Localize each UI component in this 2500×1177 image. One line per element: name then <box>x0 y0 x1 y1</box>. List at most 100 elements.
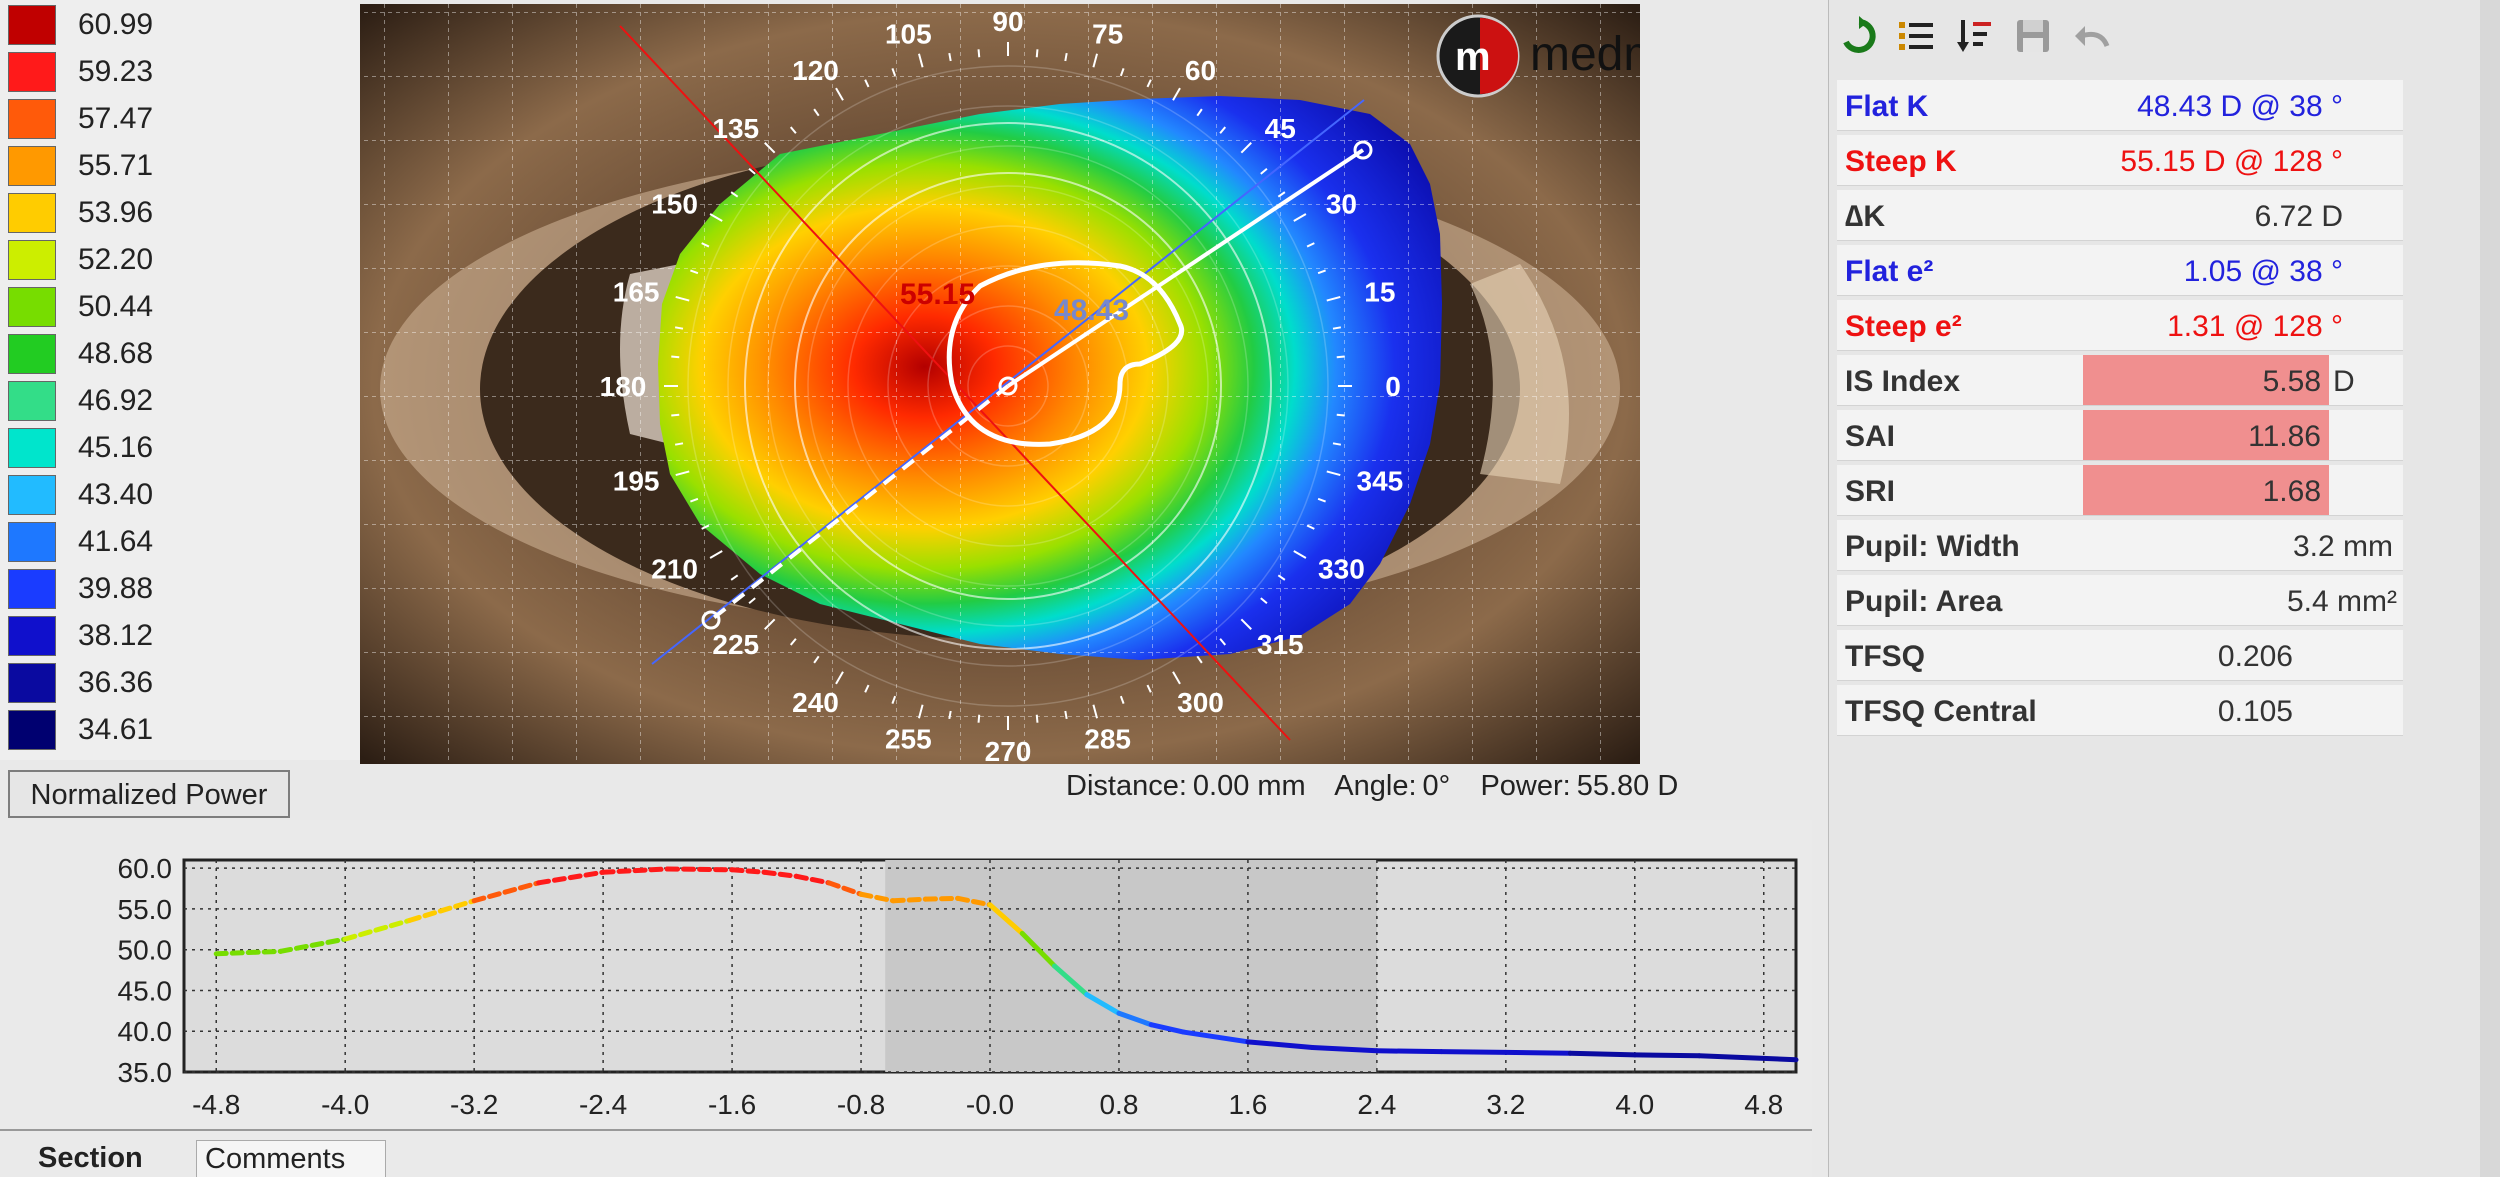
sai-label: SAI <box>1845 420 1896 453</box>
angle-label: 0 <box>1385 371 1401 402</box>
x-tick-label: -0.8 <box>837 1089 885 1120</box>
angle-tick <box>789 638 797 646</box>
angle-tick <box>1092 704 1098 719</box>
x-tick-label: -4.8 <box>192 1089 240 1120</box>
angle-tick <box>1293 550 1307 559</box>
map-mode-button[interactable]: Normalized Power <box>8 770 290 818</box>
x-tick-label: -2.4 <box>579 1089 627 1120</box>
angle-label: 225 <box>712 629 759 660</box>
section-start-handle[interactable] <box>701 610 721 630</box>
angle-tick <box>1119 695 1125 704</box>
angle-tick <box>1336 355 1345 359</box>
angle-tick <box>1172 87 1181 101</box>
section-curve-segment <box>1438 1049 1509 1055</box>
section-curve-segment <box>1632 1052 1702 1059</box>
angle-tick <box>864 79 870 88</box>
angle-tick <box>748 167 756 175</box>
angle-label: Angle: <box>1334 770 1417 802</box>
y-tick-label: 60.0 <box>118 853 173 884</box>
angle-label: 45 <box>1265 113 1296 144</box>
angle-tick <box>1196 655 1203 664</box>
angle-tick <box>690 497 699 503</box>
refresh-icon[interactable] <box>1837 14 1881 58</box>
scale-item: 52.20 <box>8 237 348 280</box>
x-tick-label: -3.2 <box>450 1089 498 1120</box>
scale-value: 45.16 <box>78 431 154 464</box>
section-line[interactable] <box>1006 148 1365 388</box>
section-line-dashed[interactable] <box>709 384 1010 622</box>
angle-tick <box>1196 108 1203 117</box>
svg-text:medmont: medmont <box>1530 28 1640 81</box>
angle-tick <box>671 413 680 417</box>
y-tick-label: 35.0 <box>118 1057 173 1088</box>
steep-e-value: 1.31 @ 128 ° <box>2167 310 2343 343</box>
scale-swatch <box>8 193 56 233</box>
angle-value: 0° <box>1422 770 1451 802</box>
x-tick-label: 0.8 <box>1099 1089 1138 1120</box>
section-curve-segment <box>987 902 1025 936</box>
section-curve-segment <box>471 880 542 904</box>
pupil-width-row: Pupil: Width 3.2 mm <box>1837 520 2403 571</box>
angle-tick <box>1293 213 1307 222</box>
side-tab-strip[interactable] <box>2480 0 2500 1177</box>
scale-value: 38.12 <box>78 619 154 652</box>
x-tick-label: -0.0 <box>966 1089 1014 1120</box>
angle-tick <box>1219 638 1227 646</box>
pupil-area-value: 5.4 mm² <box>2286 585 2397 618</box>
section-curve-segment <box>1567 1050 1638 1058</box>
scale-swatch <box>8 381 56 421</box>
y-tick-label: 50.0 <box>118 935 173 966</box>
flat-k-label: Flat K <box>1845 90 1929 123</box>
angle-tick <box>674 326 684 330</box>
scale-value: 41.64 <box>78 525 154 558</box>
angle-tick <box>701 524 710 530</box>
tab-section[interactable]: Section <box>30 1140 190 1177</box>
is-index-label: IS Index <box>1845 365 1961 398</box>
section-curve-segment <box>1019 930 1057 969</box>
list-icon[interactable] <box>1895 14 1939 58</box>
svg-text:m: m <box>1455 35 1491 79</box>
undo-icon[interactable] <box>2069 14 2113 58</box>
angle-tick <box>948 710 952 720</box>
angle-tick <box>730 191 739 198</box>
tab-comments[interactable]: Comments <box>196 1140 386 1177</box>
sort-icon[interactable] <box>1953 14 1997 58</box>
topography-map[interactable]: 55.15 48.43 m medmont 0 15 30 45 60 75 90 105 12… <box>360 4 1640 764</box>
angle-label: 120 <box>792 55 839 86</box>
scale-item: 50.44 <box>8 284 348 327</box>
section-curve-segment <box>923 895 961 902</box>
angle-tick <box>674 442 684 446</box>
tfsq-label: TFSQ <box>1845 640 1925 673</box>
scale-swatch <box>8 52 56 92</box>
delta-k-label: ∆K <box>1845 200 1886 233</box>
scale-swatch <box>8 5 56 45</box>
scale-item: 46.92 <box>8 378 348 421</box>
scale-value: 50.44 <box>78 290 154 323</box>
scale-value: 57.47 <box>78 102 154 135</box>
flat-e-row: Flat e² 1.05 @ 38 ° <box>1837 245 2403 296</box>
scale-item: 57.47 <box>8 96 348 139</box>
angle-tick <box>1092 53 1098 68</box>
scale-value: 52.20 <box>78 243 154 276</box>
section-curve-segment <box>1148 1022 1186 1035</box>
angle-label: 285 <box>1084 724 1131 755</box>
angle-label: 15 <box>1364 277 1395 308</box>
save-icon[interactable] <box>2011 14 2055 58</box>
scale-swatch <box>8 146 56 186</box>
section-curve-segment <box>826 880 864 897</box>
steep-k-marker: 55.15 <box>900 278 975 311</box>
section-graph[interactable]: -4.8 -4.0 -3.2 -2.4 -1.6 -0.8 -0.0 0.8 1.6 2.4 3.2… <box>0 820 1812 1140</box>
angle-label: 135 <box>712 113 759 144</box>
angle-tick <box>675 296 690 302</box>
scale-swatch <box>8 616 56 656</box>
angle-tick <box>1240 618 1252 630</box>
section-end-handle[interactable] <box>1353 140 1373 160</box>
section-curve-segment <box>342 917 413 942</box>
tfsq-central-value: 0.105 <box>2217 695 2293 728</box>
angle-tick <box>1317 497 1326 503</box>
scale-swatch <box>8 475 56 515</box>
statistics-panel: Flat K 48.43 D @ 38 ° Steep K 55.15 D @ … <box>1828 0 2500 1177</box>
toolbar <box>1837 12 2113 60</box>
angle-tick <box>1064 710 1068 720</box>
angle-tick <box>1332 442 1342 446</box>
